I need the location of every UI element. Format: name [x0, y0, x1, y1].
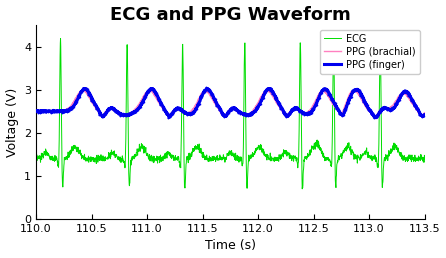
PPG (finger) — [204, 87, 209, 90]
X-axis label: Time (s): Time (s) — [205, 239, 256, 252]
PPG (finger) — [132, 110, 137, 114]
PPG (brachial) — [49, 110, 54, 113]
Y-axis label: Voltage (V): Voltage (V) — [5, 87, 19, 157]
ECG — [132, 155, 138, 158]
ECG — [172, 157, 177, 160]
ECG — [422, 157, 427, 160]
PPG (finger) — [33, 110, 39, 113]
ECG — [202, 155, 207, 158]
PPG (finger) — [373, 116, 379, 119]
ECG — [58, 37, 63, 40]
Legend: ECG, PPG (brachial), PPG (finger): ECG, PPG (brachial), PPG (finger) — [320, 30, 420, 74]
PPG (finger) — [171, 110, 177, 113]
Line: PPG (finger): PPG (finger) — [36, 88, 425, 118]
PPG (finger) — [202, 90, 207, 93]
PPG (brachial) — [352, 88, 357, 91]
PPG (brachial) — [157, 102, 163, 106]
PPG (brachial) — [33, 110, 39, 113]
PPG (brachial) — [132, 108, 137, 111]
PPG (brachial) — [281, 112, 286, 115]
PPG (finger) — [281, 110, 286, 113]
Line: ECG: ECG — [36, 39, 425, 189]
ECG — [157, 158, 163, 162]
PPG (finger) — [157, 100, 163, 103]
ECG — [33, 154, 39, 157]
PPG (brachial) — [422, 111, 427, 115]
ECG — [300, 187, 305, 190]
ECG — [281, 148, 286, 151]
PPG (brachial) — [171, 108, 177, 111]
Line: PPG (brachial): PPG (brachial) — [36, 90, 425, 117]
PPG (brachial) — [372, 116, 377, 119]
ECG — [49, 155, 54, 158]
PPG (finger) — [422, 114, 427, 117]
PPG (brachial) — [202, 91, 207, 94]
PPG (finger) — [49, 110, 54, 113]
Title: ECG and PPG Waveform: ECG and PPG Waveform — [110, 6, 351, 23]
